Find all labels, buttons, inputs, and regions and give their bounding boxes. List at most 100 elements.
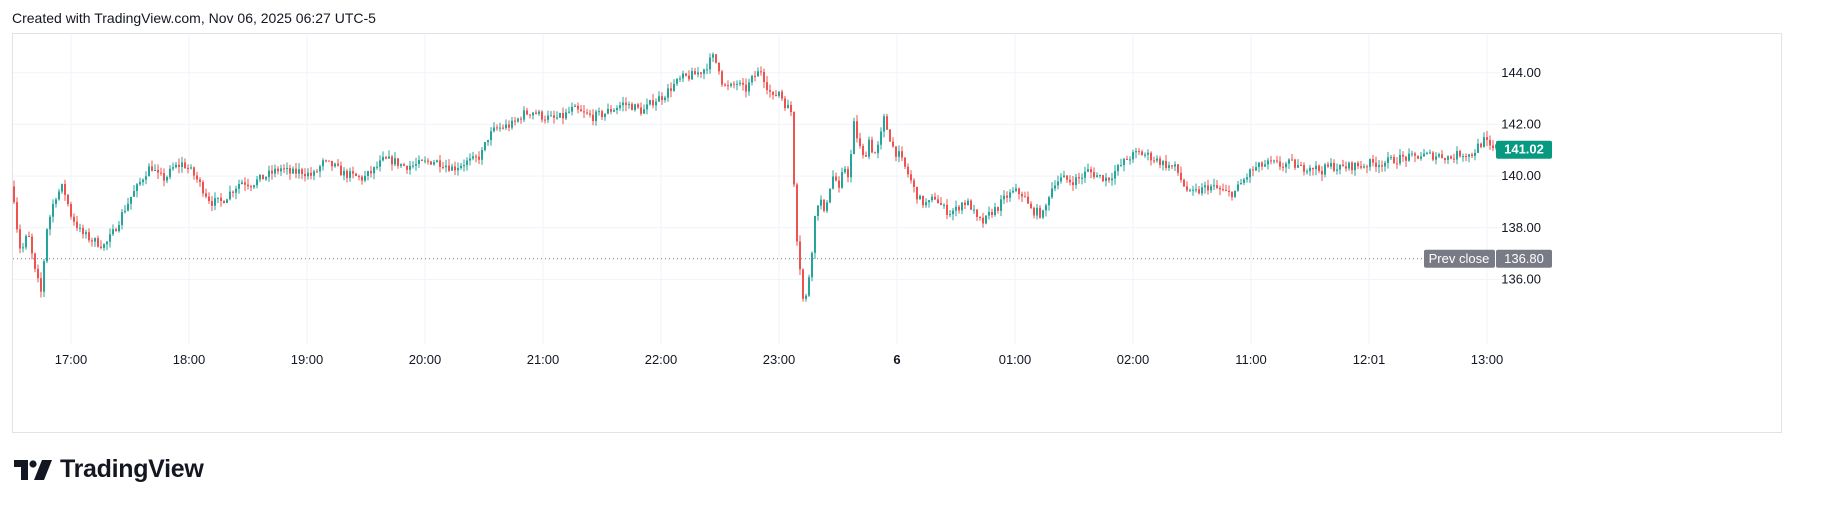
candle-body [82, 227, 84, 235]
candle-body [952, 210, 954, 215]
candle-body [1012, 190, 1014, 193]
candle-body [619, 105, 621, 109]
candle-body [502, 127, 504, 129]
candle-body [490, 131, 492, 141]
candle-body [1198, 189, 1200, 194]
candle-body [1414, 153, 1416, 156]
candle-body [640, 107, 642, 114]
candle-body [1096, 175, 1098, 178]
candle-body [553, 115, 555, 118]
candle-body [1357, 162, 1359, 167]
candle-body [1294, 159, 1296, 168]
candle-body [295, 168, 297, 174]
candle-body [292, 168, 294, 174]
candle-body [1303, 165, 1305, 172]
candle-body [1354, 162, 1356, 171]
candle-body [1456, 151, 1458, 160]
candle-body [604, 113, 606, 118]
x-tick-label: 21:00 [527, 352, 560, 367]
candle-body [37, 268, 39, 279]
candle-body [1453, 158, 1455, 160]
candle-body [730, 83, 732, 86]
candle-body [1318, 165, 1320, 171]
candle-body [1021, 194, 1023, 197]
candle-body [1048, 197, 1050, 206]
candle-body [631, 103, 633, 111]
candle-body [829, 188, 831, 203]
x-tick-label: 23:00 [763, 352, 796, 367]
chart-area[interactable]: Prev close 136.80 141.02 136.00 138.00 140.0… [12, 33, 1782, 433]
candle-body [748, 82, 750, 92]
candle-body [301, 169, 303, 174]
candle-body [46, 229, 48, 262]
candle-body [874, 152, 876, 154]
candle-body [337, 163, 339, 166]
candle-body [700, 72, 702, 74]
candle-body [691, 71, 693, 80]
candle-body [859, 138, 861, 147]
candle-body [61, 184, 63, 192]
candle-body [265, 176, 267, 180]
candle-body [1249, 169, 1251, 178]
candle-body [583, 111, 585, 113]
candle-body [679, 78, 681, 80]
candle-body [904, 157, 906, 167]
tradingview-brand[interactable]: TradingView [14, 455, 204, 484]
candle-body [838, 180, 840, 188]
candle-body [622, 102, 624, 106]
candle-body [349, 171, 351, 178]
candle-body [634, 104, 636, 111]
x-tick-label: 17:00 [55, 352, 88, 367]
candle-body [1234, 190, 1236, 198]
candle-body [469, 158, 471, 161]
candle-body [1069, 179, 1071, 183]
candle-body [400, 164, 402, 166]
candle-body [1177, 164, 1179, 173]
candle-body [769, 90, 771, 92]
last-price-tag [1496, 140, 1552, 159]
candle-body [790, 104, 792, 113]
candle-body [1246, 177, 1248, 180]
candle-body [826, 202, 828, 211]
candle-body [1207, 185, 1209, 191]
candle-body [1264, 164, 1266, 167]
candle-body [865, 155, 867, 157]
candle-body [775, 94, 777, 96]
candle-body [1480, 143, 1482, 147]
candle-body [142, 179, 144, 183]
candle-body [796, 184, 798, 242]
candle-body [34, 253, 36, 269]
candle-body [214, 198, 216, 206]
y-tick-label: 144.00 [1501, 65, 1541, 80]
prev-close-value-tag [1496, 249, 1552, 268]
candle-body [157, 169, 159, 173]
candle-body [745, 84, 747, 92]
candlestick-chart[interactable]: Prev close 136.80 141.02 136.00 138.00 140.0… [13, 34, 1781, 432]
candle-body [907, 166, 909, 175]
candle-body [1213, 185, 1215, 187]
candle-body [523, 110, 525, 120]
candle-body [1483, 137, 1485, 147]
candle-body [457, 168, 459, 171]
candle-body [1114, 171, 1116, 179]
candle-body [961, 202, 963, 211]
candle-body [1057, 181, 1059, 186]
candle-body [1282, 166, 1284, 168]
candle-body [1123, 158, 1125, 166]
candle-body [598, 111, 600, 113]
candle-body [1102, 175, 1104, 181]
candle-body [340, 165, 342, 176]
candle-body [499, 127, 501, 129]
candle-body [283, 168, 285, 170]
candle-body [739, 82, 741, 84]
candle-body [454, 166, 456, 171]
candle-body [352, 171, 354, 174]
candle-body [100, 246, 102, 248]
candle-body [667, 88, 669, 98]
x-tick-label: 12:01 [1353, 352, 1386, 367]
candle-body [232, 191, 234, 193]
candle-body [1063, 175, 1065, 178]
candle-body [424, 160, 426, 162]
x-tick-label: 13:00 [1471, 352, 1504, 367]
candle-body [1222, 189, 1224, 191]
